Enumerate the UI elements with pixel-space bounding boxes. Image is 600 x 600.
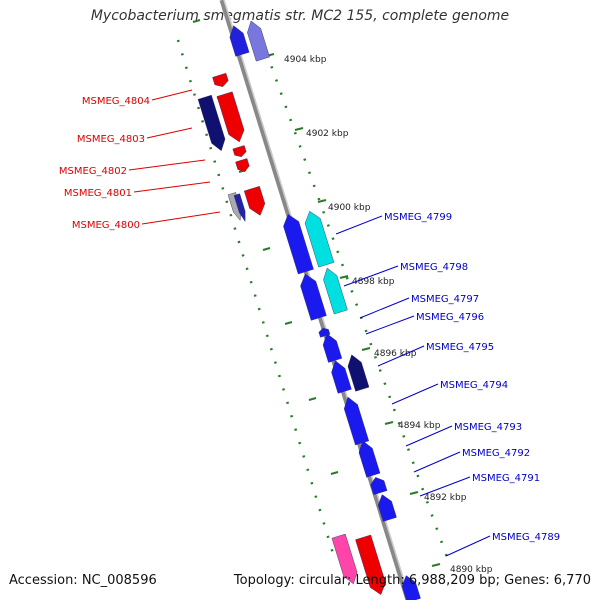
gene-label-leader [128, 159, 206, 171]
gene-feature [343, 396, 370, 446]
scale-label: 4904 kbp [284, 55, 327, 65]
gene-feature [247, 20, 270, 62]
gene-label-leader [445, 535, 491, 557]
gene-feature [331, 533, 358, 585]
gene-feature [216, 91, 245, 143]
scale-tick [409, 491, 419, 495]
gene-label-leader [419, 476, 471, 497]
scale-tick [361, 347, 371, 351]
gene-label-leader [391, 383, 439, 405]
accession-text: Accession: NC_008596 [9, 573, 157, 588]
gene-label-leader [377, 345, 425, 367]
gene-feature [347, 354, 370, 392]
scale-label: 4894 kbp [398, 421, 441, 431]
gene-label-reverse: MSMEG_4789 [492, 532, 560, 543]
gene-feature [300, 273, 327, 321]
gene-feature [401, 575, 421, 600]
gene-feature [232, 145, 247, 157]
scale-tick [339, 275, 349, 279]
scale-label: 4900 kbp [328, 203, 371, 213]
gene-label-forward: MSMEG_4800 [72, 220, 140, 231]
scale-tick [384, 421, 394, 425]
gene-feature [358, 440, 381, 478]
gene-feature [323, 267, 348, 315]
scale-tick [284, 321, 293, 325]
gene-feature [322, 333, 343, 363]
gene-feature [197, 94, 226, 152]
scale-label: 4892 kbp [424, 493, 467, 503]
gene-label-leader [343, 265, 399, 287]
gene-feature [377, 494, 397, 522]
gene-label-reverse: MSMEG_4795 [426, 342, 494, 353]
gene-feature [355, 534, 386, 595]
gene-label-forward: MSMEG_4802 [59, 166, 127, 177]
gene-label-reverse: MSMEG_4797 [411, 294, 479, 305]
scale-tick [294, 127, 304, 131]
gene-label-reverse: MSMEG_4798 [400, 262, 468, 273]
gene-feature [212, 72, 229, 87]
gene-label-reverse: MSMEG_4796 [416, 312, 484, 323]
gene-label-leader [335, 215, 383, 235]
gene-feature [283, 214, 314, 275]
scale-tick [192, 19, 201, 23]
scale-tick [317, 199, 327, 203]
gene-label-reverse: MSMEG_4793 [454, 422, 522, 433]
gene-label-forward: MSMEG_4804 [82, 96, 150, 107]
scale-label: 4898 kbp [352, 277, 395, 287]
scale-tick [330, 471, 339, 475]
scale-tick [262, 247, 271, 251]
gene-label-forward: MSMEG_4803 [77, 134, 145, 145]
scale-label: 4896 kbp [374, 349, 417, 359]
gene-feature [304, 210, 335, 268]
gene-label-reverse: MSMEG_4799 [384, 212, 452, 223]
gene-label-leader [146, 127, 193, 139]
scale-tick [308, 397, 317, 401]
gene-feature [229, 25, 250, 57]
gene-label-leader [141, 211, 221, 225]
topology-text: Topology: circular; Length: 6,988,209 bp… [233, 573, 591, 588]
gene-label-leader [151, 89, 193, 101]
scale-label: 4902 kbp [306, 129, 349, 139]
gene-label-leader [405, 425, 453, 447]
gene-feature [235, 158, 250, 172]
gene-label-leader [359, 297, 410, 319]
gene-label-leader [133, 181, 211, 193]
gene-label-reverse: MSMEG_4791 [472, 473, 540, 484]
gene-feature [370, 477, 388, 495]
gene-label-forward: MSMEG_4801 [64, 188, 132, 199]
gene-label-leader [365, 315, 415, 335]
gene-feature [243, 186, 266, 216]
gene-label-reverse: MSMEG_4792 [462, 448, 530, 459]
scale-tick [431, 563, 441, 567]
map-title: Mycobacterium smegmatis str. MC2 155, co… [90, 8, 510, 24]
gene-feature [331, 360, 352, 394]
gene-label-reverse: MSMEG_4794 [440, 380, 508, 391]
scale-label: 4890 kbp [450, 565, 493, 575]
gene-label-leader [413, 451, 461, 473]
gene-feature [233, 193, 246, 223]
